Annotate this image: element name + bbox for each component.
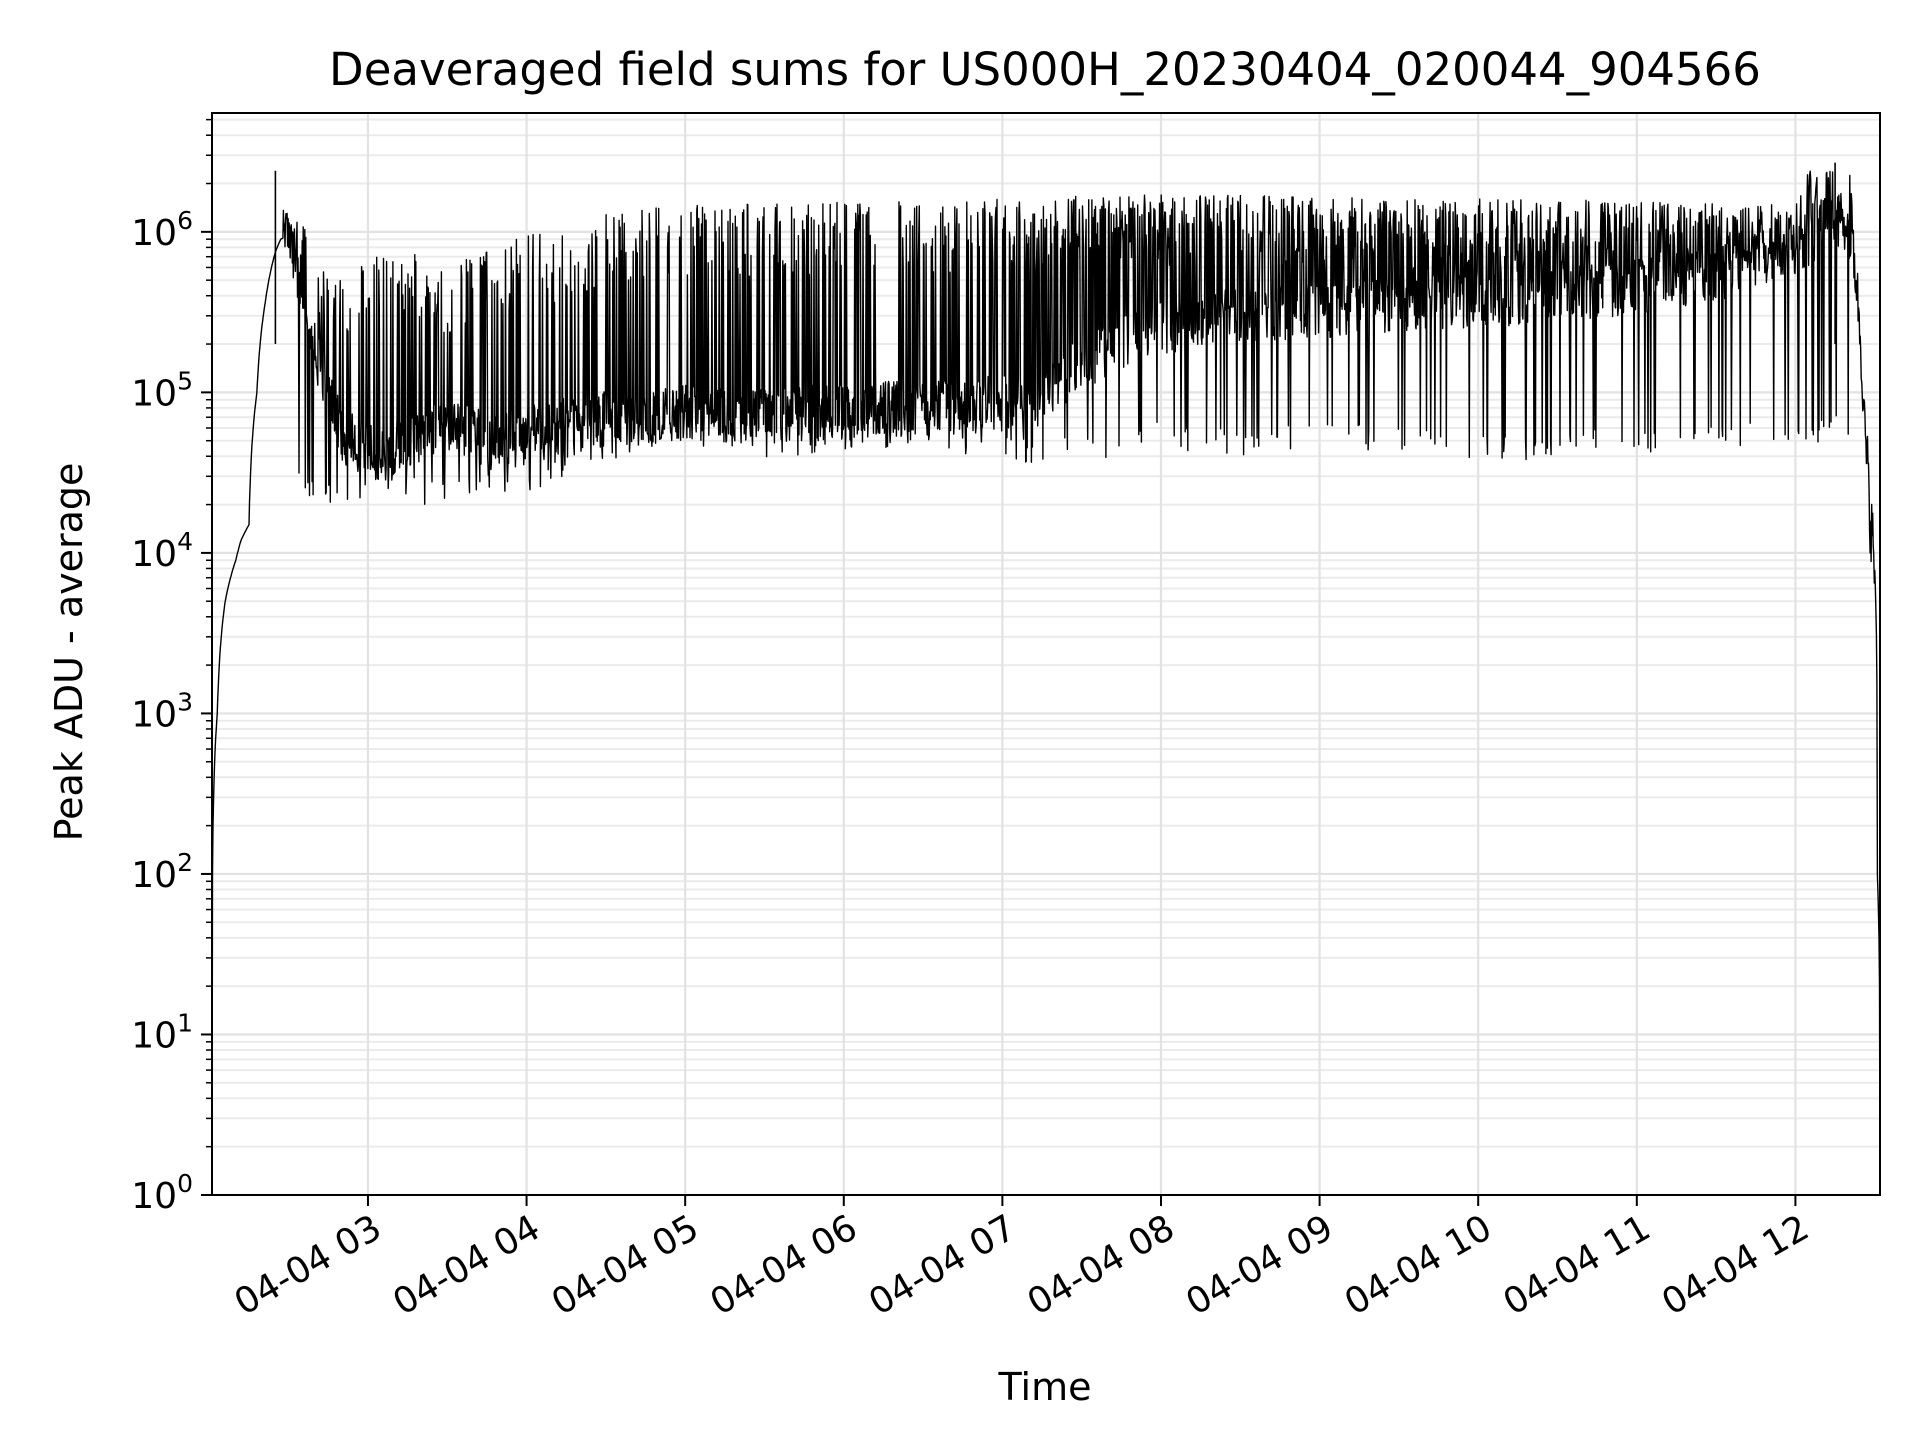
y-tick-label: 103 [131, 687, 193, 735]
y-tick-label-exponent: 5 [177, 366, 193, 395]
chart-title: Deaveraged field sums for US000H_2023040… [329, 43, 1761, 96]
y-tick-label-base: 10 [131, 1176, 177, 1217]
y-tick-label-base: 10 [131, 694, 177, 735]
y-tick-label-base: 10 [131, 1015, 177, 1056]
y-tick-label: 104 [131, 527, 193, 575]
y-tick-label: 105 [131, 366, 193, 414]
y-tick-label-base: 10 [131, 213, 177, 254]
y-tick-label-exponent: 4 [177, 527, 193, 556]
y-tick-label-exponent: 6 [177, 206, 193, 235]
y-tick-label: 102 [131, 848, 193, 896]
y-tick-label-exponent: 3 [177, 687, 193, 716]
plot-area-frame [211, 112, 1881, 1196]
y-axis-label: Peak ADU - average [47, 463, 91, 842]
y-tick-label: 100 [131, 1169, 193, 1217]
y-tick-label-exponent: 0 [177, 1169, 193, 1198]
y-tick-label-base: 10 [131, 534, 177, 575]
y-tick-label-exponent: 1 [177, 1008, 193, 1037]
data-layer [211, 162, 1881, 1196]
y-tick-label-base: 10 [131, 373, 177, 414]
y-tick-label-base: 10 [131, 855, 177, 896]
y-tick-label: 101 [131, 1008, 193, 1056]
y-tick-label-exponent: 2 [177, 848, 193, 877]
data-line [211, 170, 1881, 1196]
y-tick-label: 106 [131, 206, 193, 254]
x-axis-label: Time [998, 1365, 1092, 1409]
